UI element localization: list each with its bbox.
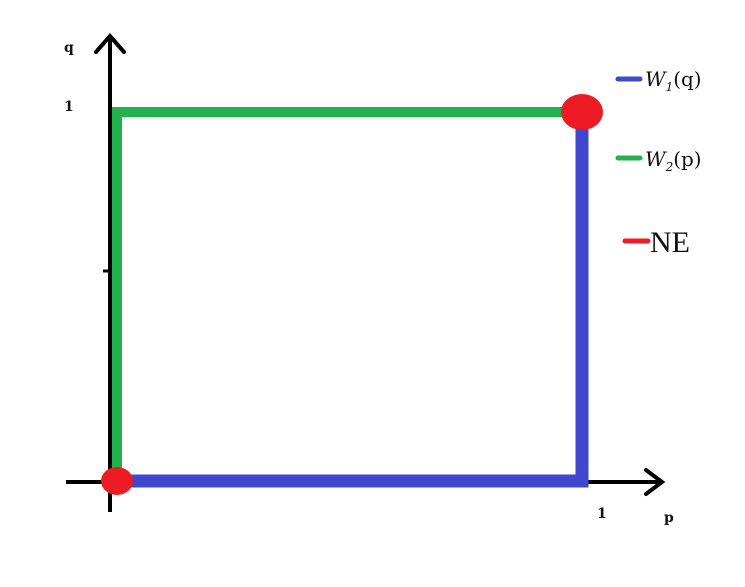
x-axis-label: p — [664, 510, 674, 526]
legend-ne-label: NE — [650, 226, 690, 259]
x-tick-label-1: 1 — [597, 506, 607, 522]
y-axis-arrowhead — [94, 32, 126, 54]
y-axis-label: q — [64, 40, 74, 56]
y-tick-label-1: 1 — [64, 99, 74, 115]
w2-best-response-line — [112, 107, 582, 481]
legend-w2-label: W2(p) — [645, 147, 702, 174]
x-axis-arrowhead — [644, 468, 666, 496]
nash-equilibrium-point-2 — [561, 94, 603, 130]
legend-w1-label: W1(q) — [645, 67, 702, 94]
nash-equilibrium-point-1 — [101, 467, 133, 495]
legend: W1(q) W2(p) NE — [615, 67, 702, 259]
w1-best-response-line — [117, 112, 589, 488]
nash-equilibria — [101, 94, 603, 495]
